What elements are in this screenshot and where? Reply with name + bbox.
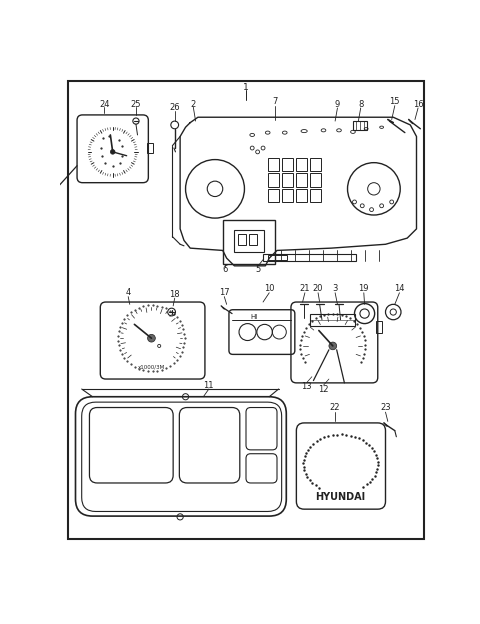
Bar [296, 189, 307, 202]
Text: HYUNDAI: HYUNDAI [315, 492, 366, 502]
Bar [296, 158, 307, 171]
Text: 7: 7 [273, 97, 278, 106]
Text: 21: 21 [300, 285, 310, 293]
Bar [376, 321, 383, 333]
Bar [249, 234, 257, 245]
Bar [268, 189, 279, 202]
Bar [310, 314, 355, 326]
Text: 24: 24 [99, 100, 109, 109]
Bar [234, 230, 264, 252]
Text: 14: 14 [394, 285, 405, 293]
Text: 16: 16 [413, 100, 423, 109]
Bar [263, 253, 356, 261]
Text: HI: HI [250, 314, 257, 321]
Bar [282, 158, 293, 171]
Text: 1: 1 [243, 83, 249, 92]
Bar [310, 173, 321, 187]
Bar [223, 220, 276, 265]
Text: 26: 26 [169, 103, 180, 112]
Text: 20: 20 [313, 285, 324, 293]
Text: 22: 22 [330, 403, 340, 412]
Text: 25: 25 [131, 100, 141, 109]
Circle shape [329, 342, 336, 350]
Circle shape [147, 334, 156, 342]
Text: 13: 13 [301, 383, 312, 391]
Text: 9: 9 [335, 100, 340, 109]
Text: 11: 11 [204, 381, 214, 390]
Circle shape [110, 150, 115, 154]
Bar [268, 158, 279, 171]
Bar [268, 255, 287, 260]
Text: 2: 2 [191, 100, 196, 109]
Text: 17: 17 [219, 288, 229, 296]
Text: 23: 23 [380, 403, 391, 412]
Text: 10: 10 [264, 285, 275, 293]
Text: 5: 5 [255, 265, 260, 274]
Bar [296, 173, 307, 187]
Text: 8: 8 [358, 100, 363, 109]
Bar [310, 158, 321, 171]
Text: 4: 4 [126, 288, 131, 297]
Text: 12: 12 [318, 384, 329, 394]
Text: x1000/3M: x1000/3M [138, 365, 165, 370]
Text: 19: 19 [359, 285, 369, 293]
Text: 6: 6 [222, 265, 228, 274]
Bar [282, 173, 293, 187]
Text: 18: 18 [169, 290, 180, 299]
Bar [353, 121, 367, 130]
Bar [310, 189, 321, 202]
Text: 3: 3 [333, 285, 338, 293]
Text: 15: 15 [390, 97, 400, 106]
Bar [282, 189, 293, 202]
Bar [268, 173, 279, 187]
Bar [238, 234, 246, 245]
Bar [147, 143, 153, 154]
